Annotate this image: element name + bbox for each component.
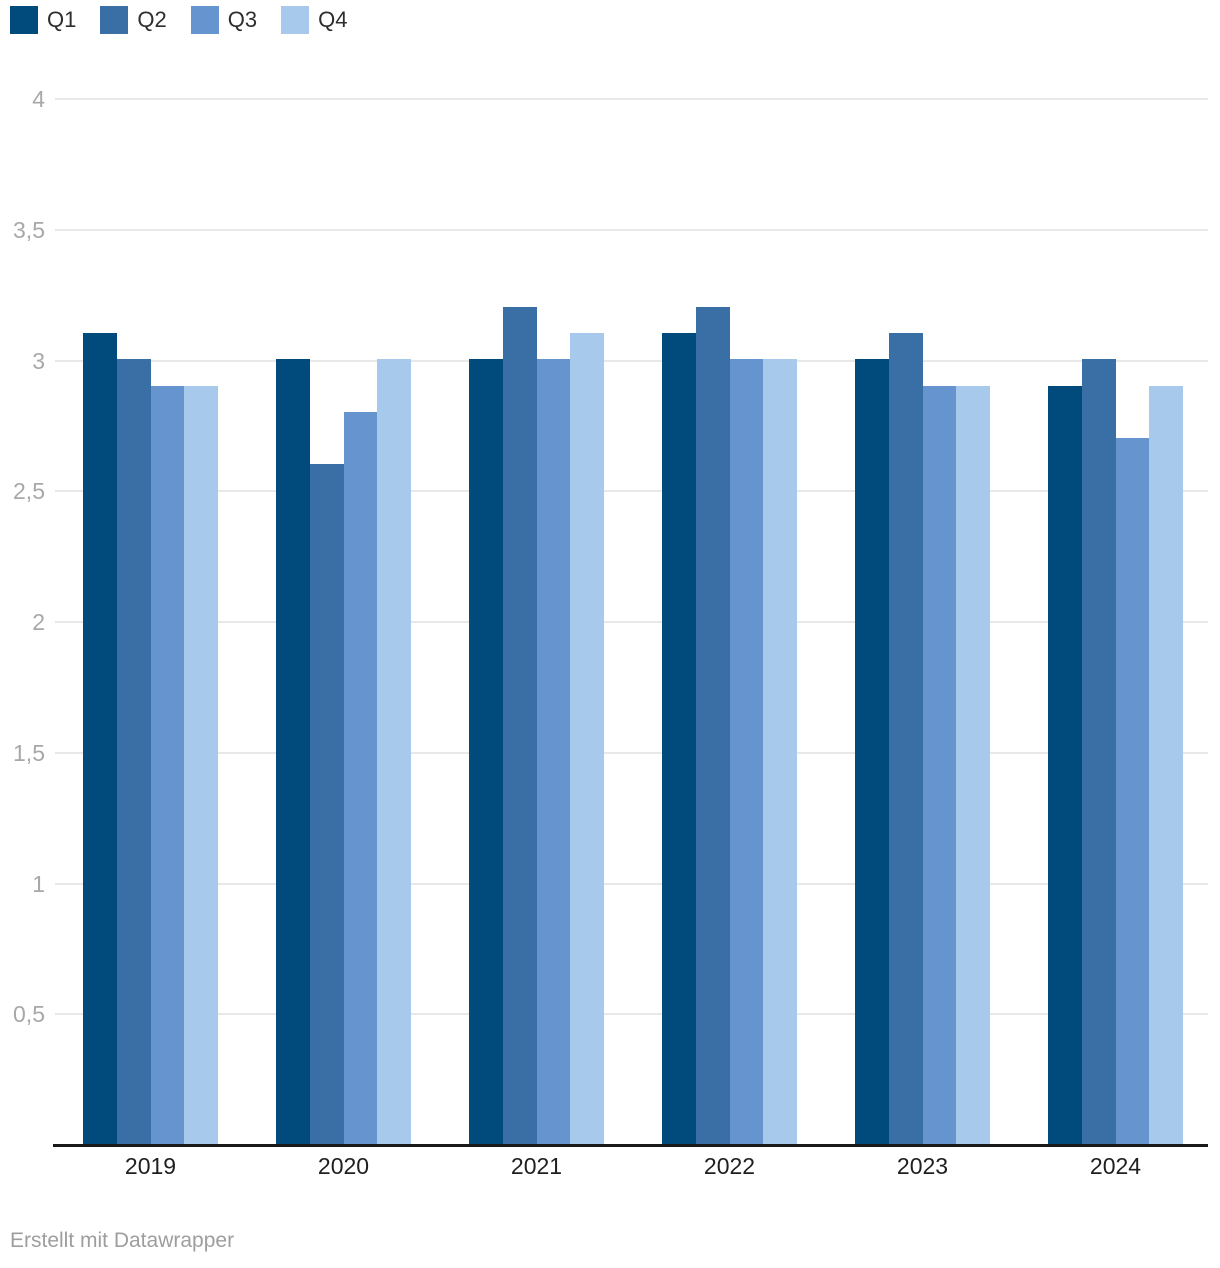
bar-2024-q3[interactable] xyxy=(1115,438,1150,1144)
gridline-2 xyxy=(55,621,1208,623)
legend-item-q1: Q1 xyxy=(10,6,76,34)
legend-item-q4: Q4 xyxy=(281,6,347,34)
y-tick-label: 2,5 xyxy=(13,478,45,504)
bar-2024-q4[interactable] xyxy=(1149,386,1183,1144)
gridline-3 xyxy=(55,360,1208,362)
gridline-0-5 xyxy=(55,1013,1208,1015)
legend-swatch-q3 xyxy=(190,6,219,34)
legend-swatch-q4 xyxy=(281,6,310,34)
x-axis-line xyxy=(53,1144,1208,1147)
x-axis-label-2020: 2020 xyxy=(317,1153,370,1179)
y-tick-label: 1 xyxy=(32,871,45,897)
bar-2021-q4[interactable] xyxy=(570,333,604,1144)
bar-2019-q3[interactable] xyxy=(150,386,185,1144)
x-axis-label-2024: 2024 xyxy=(1089,1153,1142,1179)
bar-2021-q1[interactable] xyxy=(469,359,503,1144)
bar-2022-q1[interactable] xyxy=(662,333,696,1144)
bar-2019-q1[interactable] xyxy=(83,333,117,1144)
gridline-4 xyxy=(55,98,1208,100)
datawrapper-credit-link[interactable]: Erstellt mit Datawrapper xyxy=(10,1229,235,1252)
bar-2024-q2[interactable] xyxy=(1081,359,1116,1144)
bar-2020-q2[interactable] xyxy=(309,464,344,1144)
bar-2022-q2[interactable] xyxy=(695,307,730,1144)
bar-2022-q3[interactable] xyxy=(729,359,764,1144)
y-tick-label: 0,5 xyxy=(13,1001,45,1027)
bar-2023-q1[interactable] xyxy=(855,359,889,1144)
legend-item-q2: Q2 xyxy=(100,6,167,34)
bar-2024-q1[interactable] xyxy=(1048,386,1082,1144)
legend-label: Q4 xyxy=(318,7,348,32)
gridline-3-5 xyxy=(55,229,1208,231)
y-tick-label: 3 xyxy=(32,348,45,374)
bar-2023-q2[interactable] xyxy=(888,333,923,1144)
bar-2019-q4[interactable] xyxy=(184,386,218,1144)
bar-2023-q3[interactable] xyxy=(922,386,957,1144)
y-tick-label: 2 xyxy=(32,609,45,635)
y-tick-label: 3,5 xyxy=(13,217,45,243)
x-axis-label-2022: 2022 xyxy=(703,1153,756,1179)
x-axis-label-2021: 2021 xyxy=(510,1153,563,1179)
bar-2020-q1[interactable] xyxy=(276,359,310,1144)
gridline-1-5 xyxy=(55,752,1208,754)
gridline-2-5 xyxy=(55,490,1208,492)
legend-swatch-q1 xyxy=(10,6,38,34)
legend-swatch-q2 xyxy=(100,6,129,34)
bar-2021-q2[interactable] xyxy=(502,307,537,1144)
bar-2020-q4[interactable] xyxy=(377,359,411,1144)
legend: Q1 Q2 Q3 Q4 xyxy=(10,6,347,34)
legend-label: Q1 xyxy=(47,7,77,32)
bar-2023-q4[interactable] xyxy=(956,386,990,1144)
bar-2020-q3[interactable] xyxy=(343,412,378,1144)
y-tick-label: 1,5 xyxy=(13,740,45,766)
bar-2021-q3[interactable] xyxy=(536,359,571,1144)
y-tick-label: 4 xyxy=(32,86,45,112)
legend-item-q3: Q3 xyxy=(190,6,258,34)
x-axis-label-2019: 2019 xyxy=(124,1153,177,1179)
legend-label: Q3 xyxy=(227,7,258,32)
x-axis-label-2023: 2023 xyxy=(896,1153,949,1179)
bar-2019-q2[interactable] xyxy=(116,359,151,1144)
legend-label: Q2 xyxy=(137,7,167,32)
bar-2022-q4[interactable] xyxy=(763,359,797,1144)
gridline-1 xyxy=(55,883,1208,885)
